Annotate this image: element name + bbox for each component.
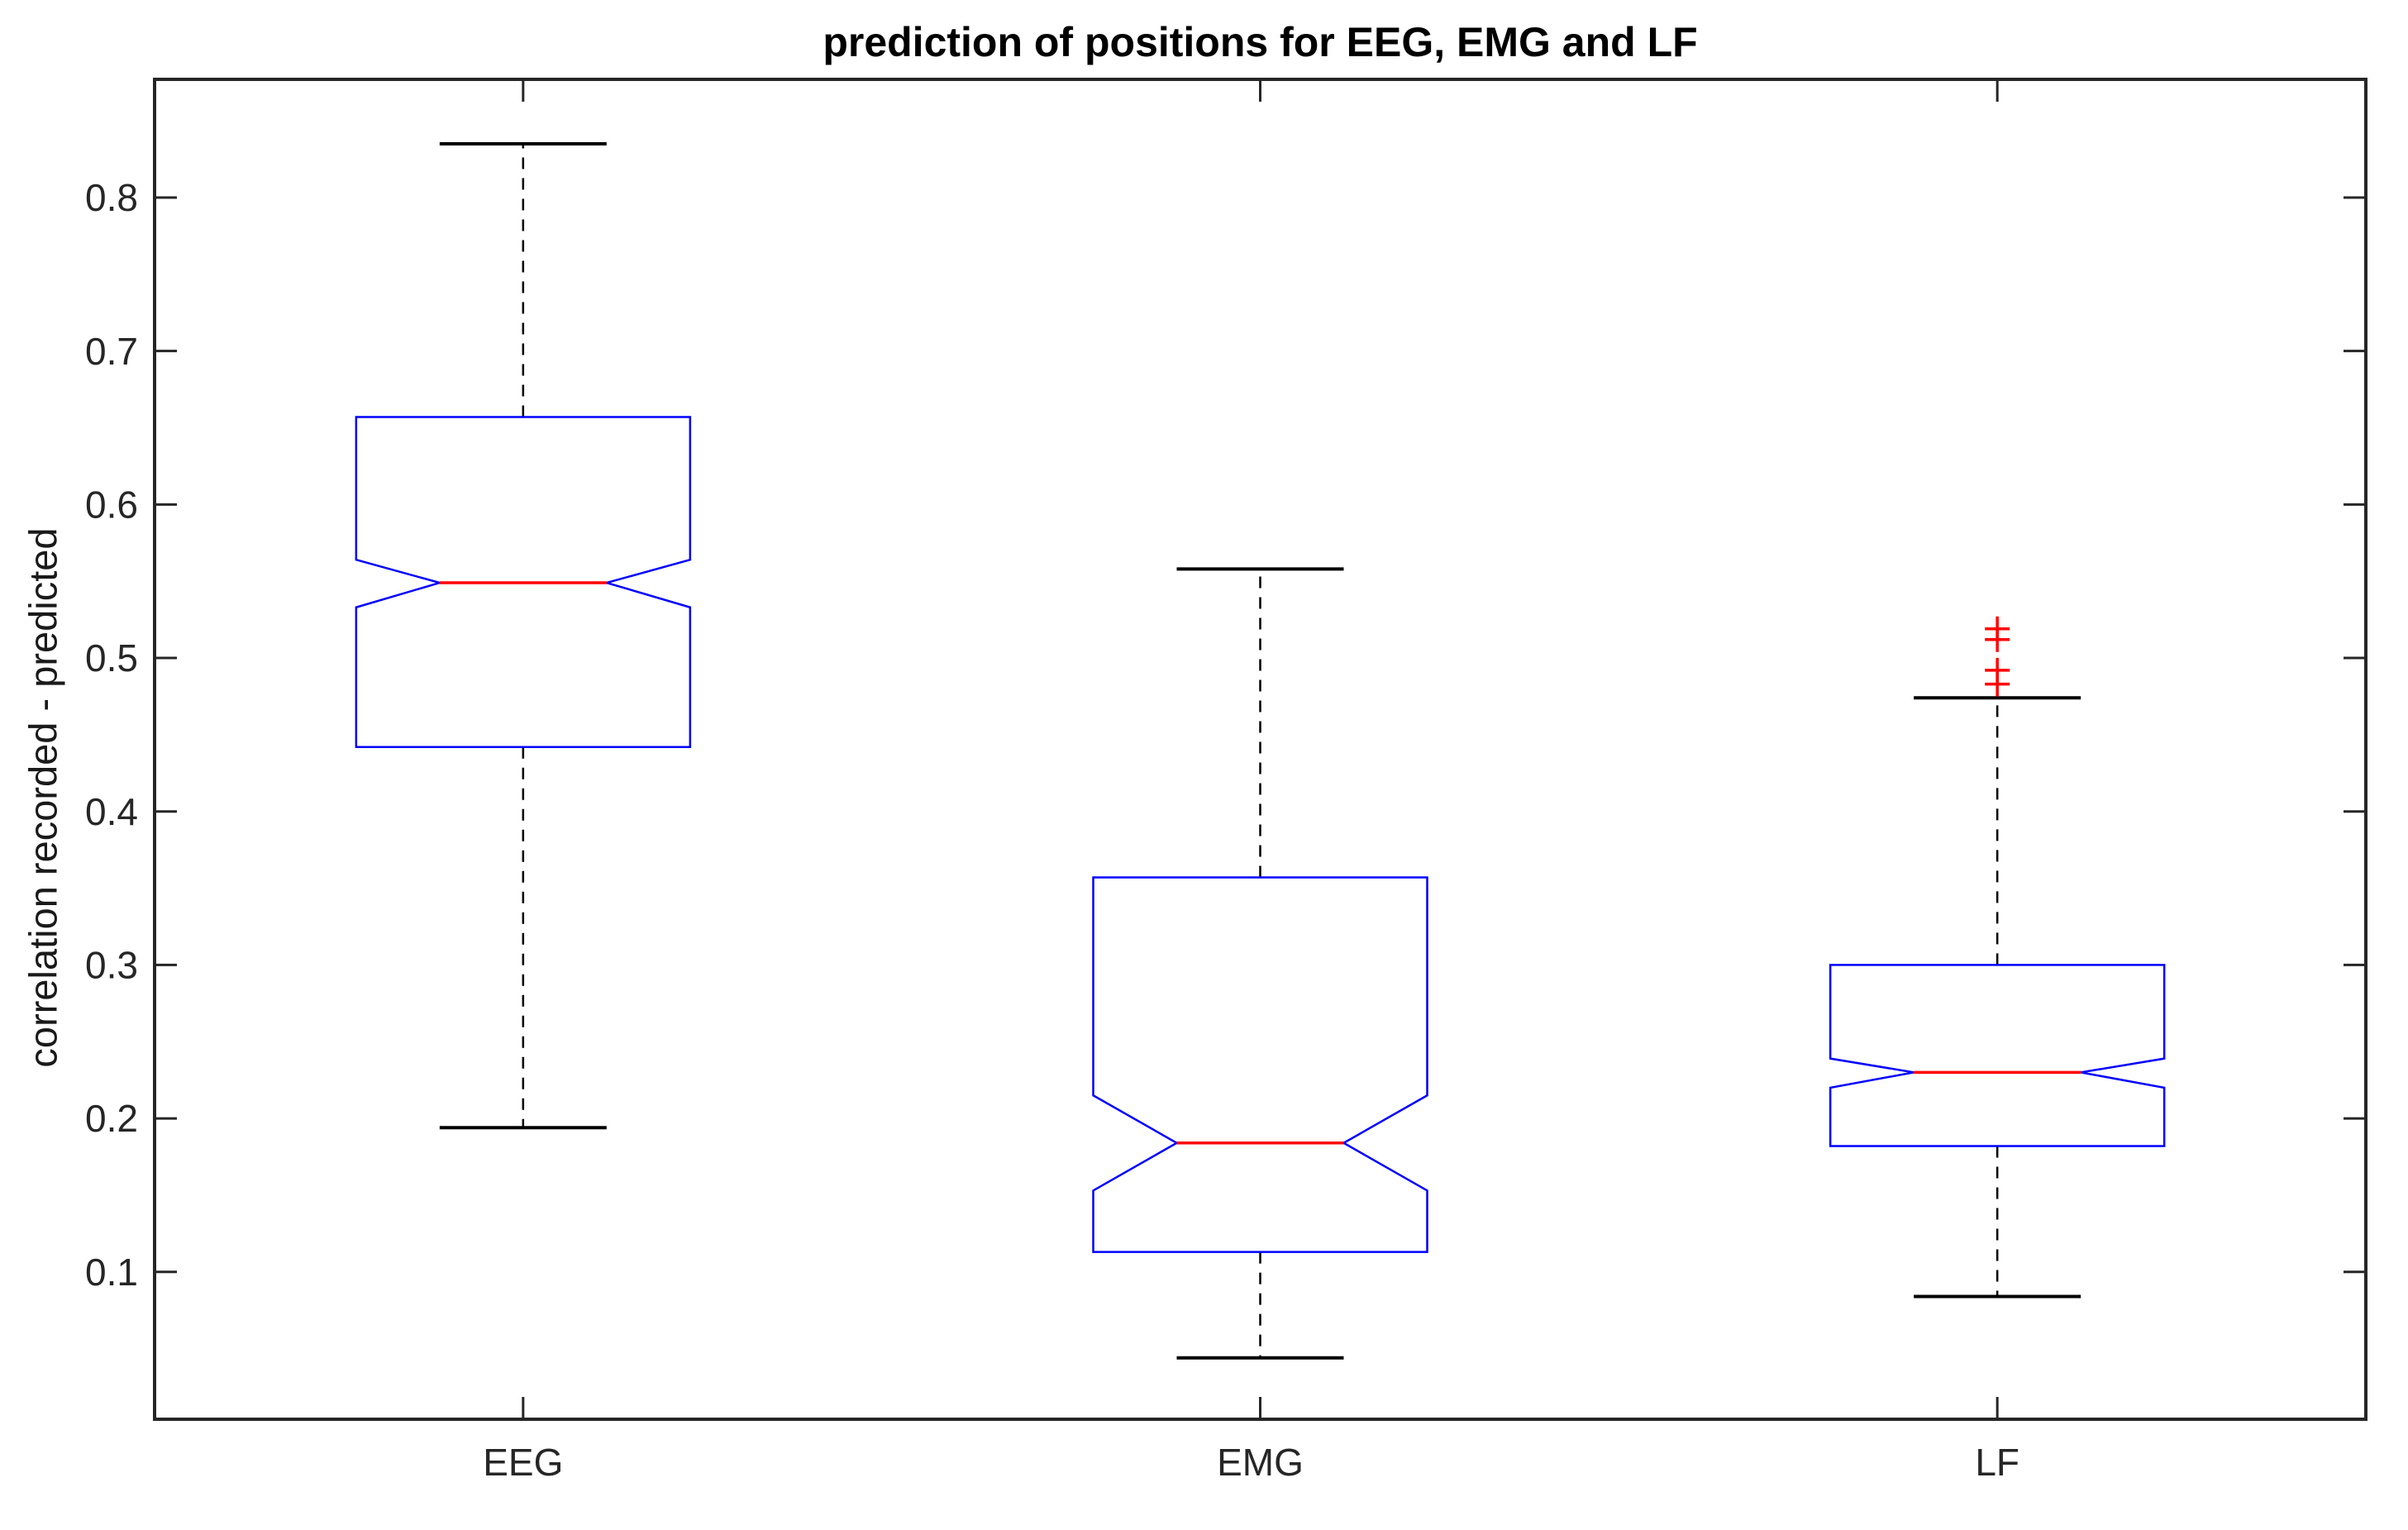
x-tick-label-EEG: EEG (483, 1441, 563, 1484)
y-tick-label-0.7: 0.7 (85, 330, 138, 373)
x-tick-label-LF: LF (1975, 1441, 2019, 1484)
box-EMG (1092, 876, 1428, 1253)
outlier-LF-1 (1985, 627, 2010, 652)
y-tick-label-0.3: 0.3 (85, 943, 138, 986)
y-tick-label-0.8: 0.8 (85, 176, 138, 219)
box-LF (1829, 964, 2166, 1147)
y-tick-label-0.5: 0.5 (85, 636, 138, 679)
y-tick-label-0.1: 0.1 (85, 1251, 138, 1294)
x-tick-label-EMG: EMG (1217, 1441, 1304, 1484)
chart-title: prediction of positions for EEG, EMG and… (823, 19, 1698, 65)
y-tick-label-0.6: 0.6 (85, 483, 138, 526)
y-tick-label-0.4: 0.4 (85, 790, 138, 833)
outlier-LF-3 (1985, 671, 2010, 697)
box-EEG (355, 416, 692, 748)
y-tick-label-0.2: 0.2 (85, 1097, 138, 1140)
